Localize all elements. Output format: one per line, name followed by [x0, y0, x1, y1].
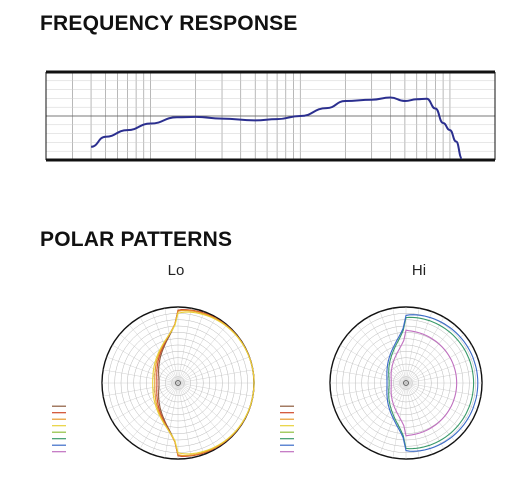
- polar-spoke: [164, 308, 179, 384]
- polar-hi-chart: [280, 306, 483, 460]
- polar-center: [175, 380, 181, 386]
- polar-lo-chart: [52, 306, 255, 460]
- polar-spoke: [405, 382, 465, 433]
- polar-spoke: [103, 369, 179, 384]
- polar-spoke: [177, 382, 244, 422]
- polar-spoke: [119, 382, 179, 433]
- polar-spoke: [151, 382, 179, 455]
- polar-spoke: [177, 356, 250, 384]
- frequency-response-heading: FREQUENCY RESPONSE: [40, 12, 298, 35]
- polar-spoke: [119, 333, 179, 384]
- polar-curve: [388, 316, 475, 450]
- polar-spoke: [367, 382, 407, 449]
- polar-spoke: [405, 311, 433, 384]
- polar-curve: [390, 329, 458, 437]
- polar-spoke: [177, 324, 228, 384]
- polar-spoke: [405, 356, 478, 384]
- polar-spoke: [356, 382, 407, 442]
- polar-spoke: [331, 369, 407, 384]
- polar-spoke: [177, 344, 244, 384]
- polar-spoke: [340, 344, 407, 384]
- polar-spoke: [177, 311, 205, 384]
- polar-lo-label: Lo: [168, 262, 185, 279]
- polar-spoke: [177, 308, 192, 384]
- polar-center: [403, 380, 409, 386]
- polar-spoke: [331, 382, 407, 397]
- polar-spoke: [177, 382, 192, 458]
- polar-spoke: [392, 308, 407, 384]
- polar-spoke: [103, 382, 179, 397]
- polar-spoke: [340, 382, 407, 422]
- polar-spoke: [334, 356, 407, 384]
- polar-spoke: [405, 382, 472, 422]
- polar-spoke: [405, 382, 456, 442]
- polar-spoke: [405, 324, 456, 384]
- polar-spoke: [405, 382, 420, 458]
- polar-spoke: [139, 317, 179, 384]
- polar-patterns-heading: POLAR PATTERNS: [40, 228, 233, 251]
- polar-spoke: [112, 382, 179, 422]
- polar-spoke: [405, 382, 433, 455]
- polar-spoke: [405, 317, 445, 384]
- polar-spoke: [164, 382, 179, 458]
- polar-spoke: [367, 317, 407, 384]
- polar-spoke: [405, 382, 481, 397]
- polar-spoke: [177, 333, 237, 384]
- polar-spoke: [151, 311, 179, 384]
- polar-spoke: [405, 369, 481, 384]
- polar-spoke: [347, 382, 407, 433]
- polar-spoke: [392, 382, 407, 458]
- polar-spoke: [405, 344, 472, 384]
- fr-response-curve: [90, 96, 463, 160]
- polar-spoke: [177, 382, 253, 397]
- polar-spoke: [405, 333, 465, 384]
- polar-curve: [154, 309, 255, 457]
- polar-spoke: [405, 382, 478, 410]
- polar-curve: [152, 311, 255, 455]
- polar-spoke: [177, 382, 237, 433]
- polar-curve: [386, 314, 479, 452]
- polar-spoke: [177, 382, 250, 410]
- polar-spoke: [128, 382, 179, 442]
- polar-spoke: [405, 308, 420, 384]
- polar-spoke: [177, 369, 253, 384]
- polar-hi-label: Hi: [412, 262, 426, 279]
- polar-spoke: [177, 382, 228, 442]
- polar-spoke: [128, 324, 179, 384]
- polar-spoke: [334, 382, 407, 410]
- polar-spoke: [177, 317, 217, 384]
- polar-spoke: [106, 382, 179, 410]
- polar-spoke: [139, 382, 179, 449]
- polar-spoke: [177, 382, 205, 455]
- polar-spoke: [405, 382, 445, 449]
- polar-spoke: [177, 382, 217, 449]
- polar-spoke: [347, 333, 407, 384]
- frequency-response-chart: [45, 70, 496, 162]
- polar-spoke: [356, 324, 407, 384]
- polar-spoke: [106, 356, 179, 384]
- polar-spoke: [112, 344, 179, 384]
